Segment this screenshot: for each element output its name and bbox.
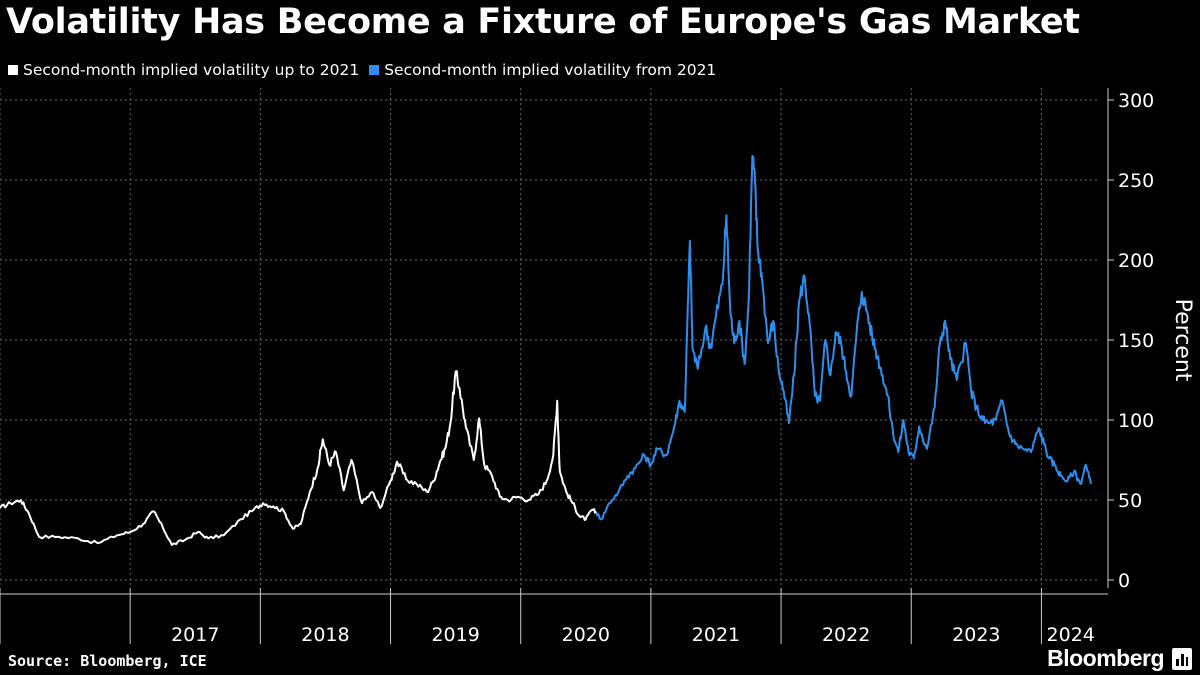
x-tick-label-2022: 2022 — [822, 624, 870, 646]
chart-legend: Second-month implied volatility up to 20… — [8, 61, 716, 79]
y-tick-label-250: 250 — [1118, 170, 1154, 192]
y-tick-label-150: 150 — [1118, 330, 1154, 352]
y-tick-label-50: 50 — [1118, 490, 1142, 512]
source-note: Source: Bloomberg, ICE — [8, 652, 207, 670]
chart-title: Volatility Has Become a Fixture of Europ… — [6, 2, 1080, 42]
grid-lines — [0, 88, 1100, 588]
legend-item-pre-2021: Second-month implied volatility up to 20… — [8, 61, 359, 79]
x-tick-label-2017: 2017 — [171, 624, 219, 646]
x-tick-label-2019: 2019 — [431, 624, 479, 646]
y-tick-label-0: 0 — [1118, 570, 1130, 592]
y-tick-label-300: 300 — [1118, 90, 1154, 112]
legend-label-pre-2021: Second-month implied volatility up to 20… — [23, 61, 360, 79]
y-tick-label-200: 200 — [1118, 250, 1154, 272]
legend-swatch-white — [8, 65, 18, 75]
x-tick-label-2024: 2024 — [1047, 624, 1095, 646]
x-tick-label-2021: 2021 — [692, 624, 740, 646]
legend-item-post-2021: Second-month implied volatility from 202… — [369, 61, 716, 79]
x-tick-label-2023: 2023 — [952, 624, 1000, 646]
axes: 0 50 100 150 200 250 300 Percent 2017 2018 2019 202… — [0, 88, 1195, 646]
bloomberg-chart-icon — [1172, 648, 1192, 670]
y-tick-label-100: 100 — [1118, 410, 1154, 432]
series-lines — [0, 155, 1092, 546]
x-tick-label-2018: 2018 — [301, 624, 349, 646]
legend-label-post-2021: Second-month implied volatility from 202… — [384, 61, 717, 79]
legend-swatch-blue — [369, 65, 380, 75]
series-line-post-2021 — [595, 155, 1092, 521]
x-tick-label-2020: 2020 — [562, 624, 610, 646]
bloomberg-logo: Bloomberg — [1047, 645, 1164, 671]
y-axis-title: Percent — [1170, 299, 1195, 382]
series-line-pre-2021 — [0, 370, 597, 546]
